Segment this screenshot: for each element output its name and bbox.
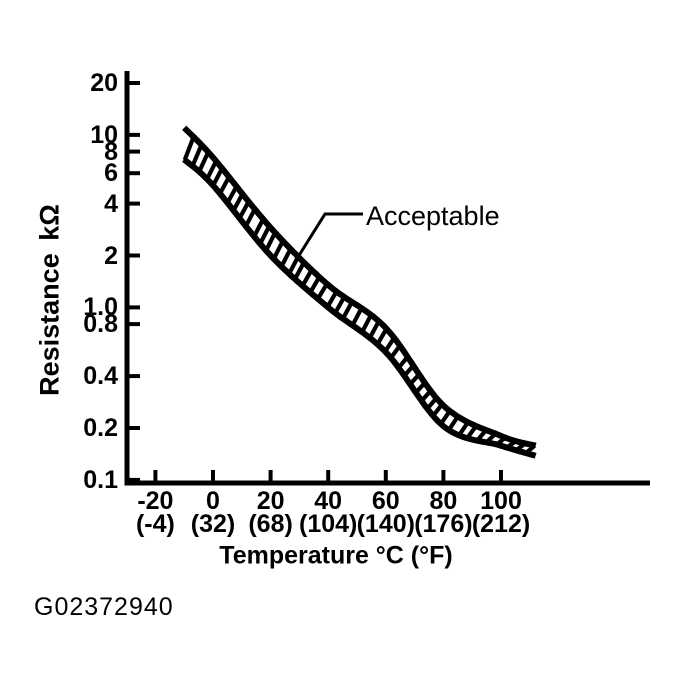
y-tick-label: 6 — [104, 159, 118, 188]
band-hatch-line — [333, 295, 347, 315]
band-hatch-line — [293, 261, 306, 281]
y-tick-label: 20 — [90, 69, 118, 97]
y-tick-label: 0.8 — [83, 310, 118, 339]
x-tick-label-celsius: 60 — [371, 487, 400, 515]
x-tick-label-fahrenheit: (176) — [414, 510, 473, 538]
band-hatch-line — [279, 247, 293, 268]
band-hatch-line — [271, 239, 285, 260]
band-hatch-line — [350, 307, 364, 327]
y-tick-label: 0.4 — [83, 362, 118, 391]
x-tick-label-fahrenheit: (-4) — [135, 510, 175, 538]
acceptable-band-label: Acceptable — [366, 201, 500, 231]
y-tick-label: 8 — [104, 137, 118, 166]
band-hatch-line — [264, 231, 277, 252]
x-tick-label-fahrenheit: (68) — [248, 510, 293, 538]
band-hatch-line — [367, 320, 381, 339]
y-tick-label: 1.0 — [83, 293, 118, 322]
x-tick-label-fahrenheit: (32) — [190, 510, 236, 538]
x-axis-title: Temperature °C (°F) — [219, 541, 453, 570]
x-tick-label-fahrenheit: (212) — [471, 510, 531, 538]
y-tick-label: 0.1 — [83, 465, 118, 494]
x-tick-label-celsius: -20 — [137, 487, 174, 515]
upper-limit-curve — [181, 125, 538, 449]
band-hatch-line — [287, 255, 300, 275]
figure-id-label: G02372940 — [34, 593, 174, 621]
y-tick-label: 2 — [104, 241, 118, 270]
band-hatch-line — [205, 160, 218, 181]
band-hatch-line — [182, 136, 196, 161]
x-tick-label-celsius: 20 — [256, 487, 285, 515]
x-tick-label-celsius: 0 — [206, 487, 220, 515]
x-tick-label-fahrenheit: (140) — [356, 510, 415, 538]
acceptable-leader-line — [296, 212, 363, 258]
band-hatch-line — [190, 143, 204, 167]
y-tick-label: 4 — [104, 189, 118, 218]
band-hatch-line — [341, 301, 354, 320]
band-hatch-line — [197, 151, 211, 173]
x-tick-label-celsius: 40 — [314, 487, 343, 515]
x-tick-label-fahrenheit: (104) — [299, 510, 358, 538]
x-tick-label-celsius: 100 — [480, 487, 522, 515]
x-tick-label-celsius: 80 — [429, 487, 458, 515]
band-hatch-line — [360, 313, 373, 334]
band-hatch-line — [258, 225, 272, 245]
lower-limit-curve — [181, 157, 538, 459]
y-tick-label: 10 — [90, 120, 118, 149]
y-tick-label: 0.2 — [83, 414, 118, 442]
